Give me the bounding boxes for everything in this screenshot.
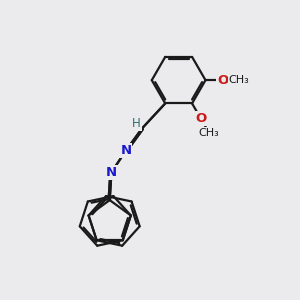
Text: N: N xyxy=(106,166,117,179)
Text: CH₃: CH₃ xyxy=(199,128,219,138)
Text: O: O xyxy=(217,74,228,87)
Text: CH₃: CH₃ xyxy=(229,75,250,85)
Text: N: N xyxy=(120,144,131,157)
Text: H: H xyxy=(132,117,141,130)
Text: H: H xyxy=(132,117,141,130)
Text: O: O xyxy=(195,112,206,125)
Text: O: O xyxy=(217,74,228,87)
Text: CH₃: CH₃ xyxy=(229,75,250,85)
Text: N: N xyxy=(120,144,131,157)
Text: O: O xyxy=(195,112,206,125)
Text: CH₃: CH₃ xyxy=(199,128,219,138)
Text: N: N xyxy=(106,166,117,179)
